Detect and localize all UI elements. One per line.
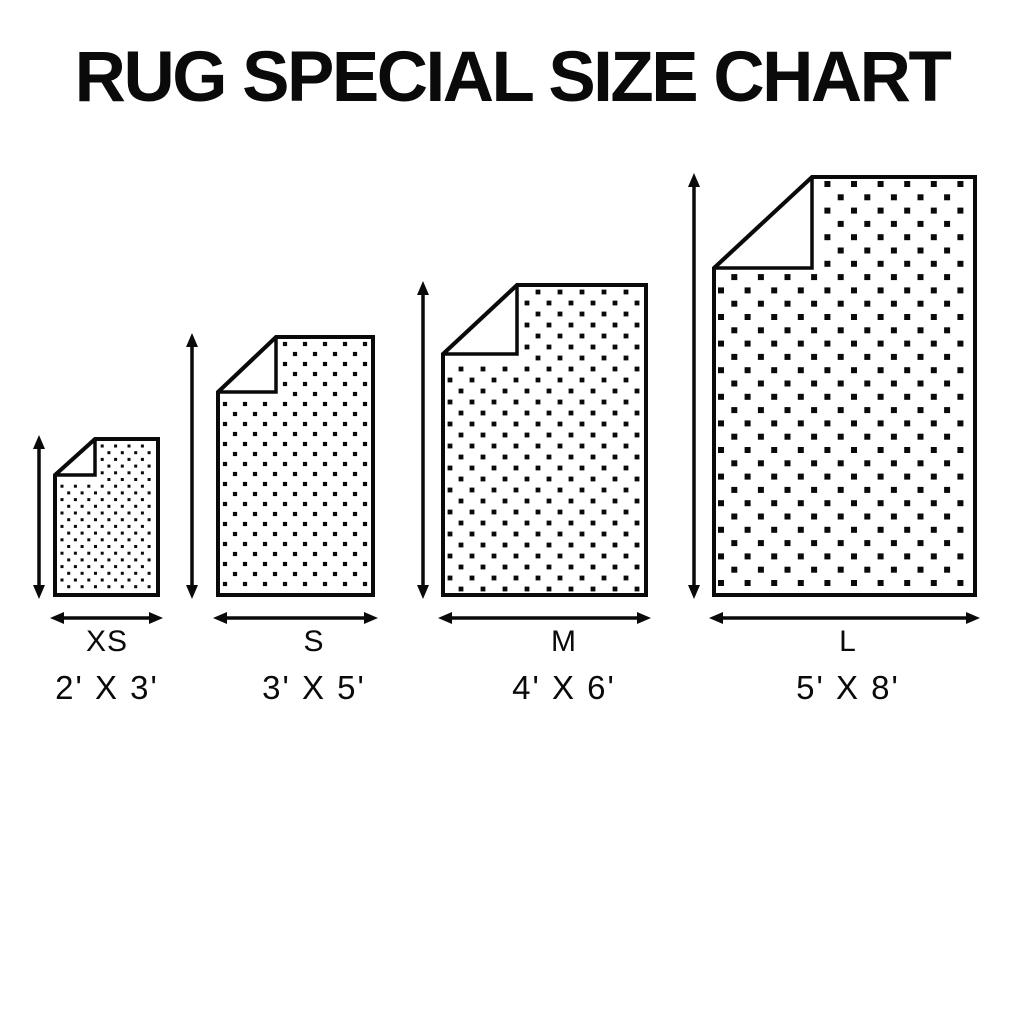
size-dimensions-m: 4' X 6': [512, 669, 616, 706]
size-label-xs: XS: [85, 625, 129, 658]
size-label-s: S: [303, 625, 325, 658]
height-arrow-xs: [33, 435, 45, 599]
chart-title: RUG SPECIAL SIZE CHART: [74, 38, 952, 117]
height-arrow-l: [688, 173, 700, 599]
width-arrow-l: [709, 612, 980, 624]
size-label-l: L: [839, 625, 857, 658]
width-arrow-m: [438, 612, 651, 624]
size-label-m: M: [551, 625, 577, 658]
rug-illustration-l: [712, 175, 977, 597]
size-dimensions-s: 3' X 5': [262, 669, 366, 706]
rug-illustration-s: [216, 335, 375, 597]
size-dimensions-l: 5' X 8': [796, 669, 900, 706]
rug-illustration-m: [441, 283, 648, 597]
width-arrow-s: [213, 612, 378, 624]
height-arrow-m: [417, 281, 429, 599]
size-dimensions-xs: 2' X 3': [55, 669, 159, 706]
rug-illustration-xs: [53, 437, 160, 597]
width-arrow-xs: [50, 612, 163, 624]
height-arrow-s: [186, 333, 198, 599]
